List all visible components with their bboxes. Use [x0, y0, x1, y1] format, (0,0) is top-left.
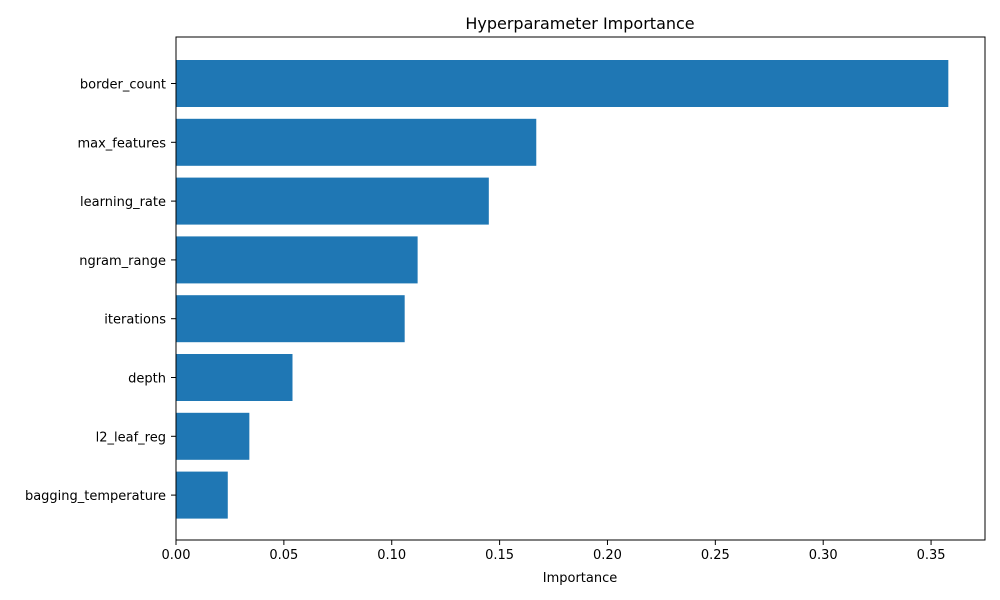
chart-title: Hyperparameter Importance — [465, 14, 694, 33]
x-tick-label: 0.25 — [701, 548, 730, 563]
x-tick-label: 0.10 — [377, 548, 406, 563]
bar-border-count — [176, 60, 949, 107]
x-tick-label: 0.05 — [269, 548, 298, 563]
x-axis-ticks: 0.00 0.05 0.10 0.15 0.20 0.25 0.30 0.35 — [162, 540, 946, 563]
bar-depth — [176, 354, 293, 401]
y-tick-label: l2_leaf_reg — [96, 430, 166, 445]
bars-group — [176, 60, 949, 519]
x-tick-label: 0.00 — [162, 548, 191, 563]
y-tick-label: ngram_range — [79, 254, 166, 269]
bar-learning-rate — [176, 177, 489, 225]
y-tick-label: bagging_temperature — [25, 489, 166, 504]
plot-frame — [175, 36, 986, 541]
x-tick-label: 0.30 — [809, 548, 838, 563]
x-axis-label: Importance — [543, 571, 618, 586]
y-tick-label: depth — [128, 372, 166, 387]
y-tick-label: learning_rate — [80, 195, 166, 210]
y-tick-label: iterations — [104, 313, 166, 328]
bar-ngram-range — [176, 236, 418, 284]
y-tick-label: border_count — [80, 78, 166, 93]
bar-bagging-temperature — [176, 471, 228, 519]
x-tick-label: 0.15 — [485, 548, 514, 563]
x-tick-label: 0.20 — [593, 548, 622, 563]
bar-iterations — [176, 295, 405, 343]
y-axis-ticks: border_count max_features learning_ratengr… — [25, 78, 176, 504]
bar-max-features — [176, 118, 537, 166]
y-tick-label: max_features — [77, 136, 166, 151]
bar-l2-leaf-reg — [176, 412, 250, 460]
x-tick-label: 0.35 — [917, 548, 946, 563]
